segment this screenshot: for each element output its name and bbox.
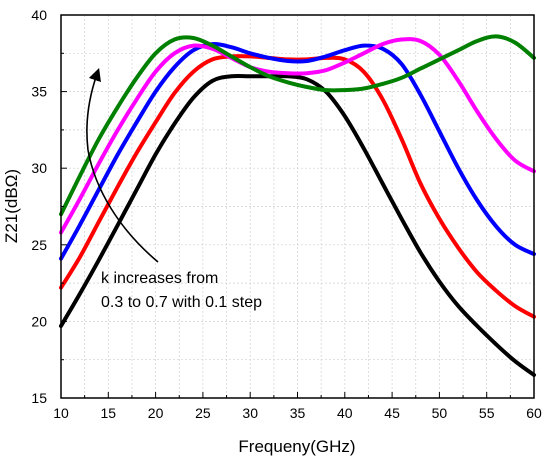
x-tick-label: 60 [526,405,542,421]
x-tick-labels: 10 15 20 25 30 35 40 45 50 55 60 [53,405,542,421]
series-lines [59,34,536,377]
x-tick-label: 25 [195,405,211,421]
x-tick-label: 55 [479,405,495,421]
y-tick-label: 15 [31,390,47,406]
x-tick-label: 50 [432,405,448,421]
y-tick-label: 20 [31,313,47,329]
x-tick-label: 20 [148,405,164,421]
x-tick-label: 10 [53,405,69,421]
annotation-arrow [86,67,159,263]
y-axis-title: Z21(dBΩ) [2,169,21,243]
annotation-line-2: 0.3 to 0.7 with 0.1 step [101,294,262,311]
series-line-1 [59,73,536,377]
x-axis-title: Frequeny(GHz) [238,437,355,456]
y-tick-labels: 15 20 25 30 35 40 [31,7,47,406]
annotation-line-1: k increases from [101,270,218,287]
y-tick-label: 40 [31,7,47,23]
y-tick-label: 25 [31,237,47,253]
x-tick-label: 30 [242,405,258,421]
series-line-5 [59,34,536,217]
x-tick-label: 45 [384,405,400,421]
x-tick-label: 35 [290,405,306,421]
axis-ticks [60,14,535,399]
x-tick-label: 15 [101,405,117,421]
x-tick-label: 40 [337,405,353,421]
y-tick-label: 30 [31,160,47,176]
y-tick-label: 35 [31,84,47,100]
series-line-4 [59,37,536,235]
series-line-3 [59,42,536,261]
